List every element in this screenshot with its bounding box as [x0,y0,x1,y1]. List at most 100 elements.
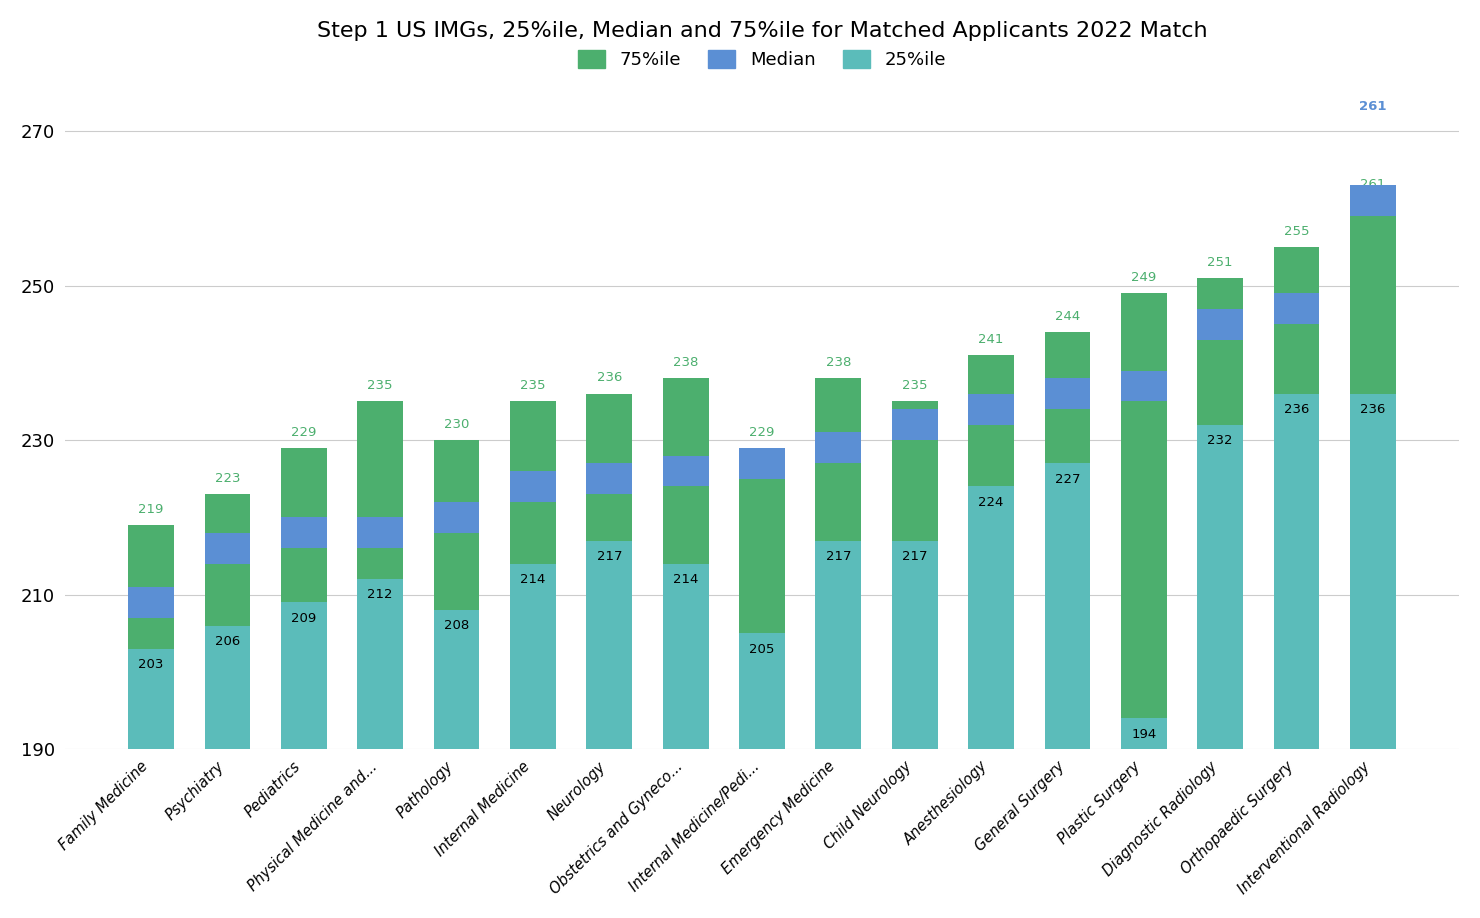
Text: 238: 238 [826,356,851,369]
Text: 225: 225 [595,472,623,486]
Bar [739,633,784,749]
Bar [968,394,1014,425]
Text: 212: 212 [367,588,392,601]
Bar [357,579,403,749]
Bar [1120,718,1166,749]
Bar [1274,247,1320,749]
Text: 219: 219 [139,503,164,516]
Bar [739,448,784,479]
Bar [892,541,938,749]
Bar [281,518,327,548]
Text: 247: 247 [1283,302,1310,315]
Text: 232: 232 [1208,434,1233,447]
Text: 236: 236 [596,372,622,385]
Bar [1350,200,1396,749]
Bar [968,355,1014,749]
Text: 244: 244 [1055,309,1080,322]
Text: 235: 235 [367,379,392,392]
Text: 229: 229 [749,426,774,439]
Bar [129,587,175,618]
Bar [1274,293,1320,324]
Bar [892,409,938,440]
Bar [511,564,556,749]
Text: 227: 227 [1055,473,1080,486]
Bar [281,602,327,749]
Bar [663,564,709,749]
Bar [434,610,480,749]
Text: 206: 206 [215,635,240,648]
Bar [1274,394,1320,749]
Text: 216: 216 [213,542,241,554]
Bar [1350,185,1396,216]
Text: 224: 224 [978,496,1003,509]
Text: 220: 220 [443,511,471,524]
Bar [1045,332,1091,749]
Bar [739,448,784,749]
Text: 223: 223 [215,472,240,485]
Text: 209: 209 [138,596,164,609]
Text: 245: 245 [1206,318,1234,330]
Bar [281,448,327,749]
Bar [815,541,861,749]
Text: 209: 209 [292,611,317,624]
Text: 218: 218 [367,526,394,540]
Bar [204,494,250,749]
Text: 205: 205 [749,643,774,655]
Text: 261: 261 [1359,194,1387,207]
Text: 238: 238 [673,356,699,369]
Bar [434,502,480,532]
Bar [1045,378,1091,409]
Text: 255: 255 [1283,225,1310,238]
Bar [511,401,556,749]
Text: 224: 224 [519,480,546,493]
Text: 217: 217 [826,550,851,563]
Bar [1197,308,1243,340]
Text: 214: 214 [519,573,546,586]
Text: 241: 241 [978,333,1003,346]
Legend: 75%ile, Median, 25%ile: 75%ile, Median, 25%ile [571,42,953,76]
Bar [204,532,250,564]
Bar [586,394,632,749]
Bar [815,378,861,749]
Bar [892,401,938,749]
Text: 217: 217 [596,550,622,563]
Bar [129,525,175,749]
Bar [129,649,175,749]
Text: 235: 235 [901,379,928,392]
Bar [1120,371,1166,401]
Text: 232: 232 [901,419,928,431]
Text: 251: 251 [1208,255,1233,269]
Text: 237: 237 [1131,379,1157,393]
Bar [1350,394,1396,749]
Text: 236: 236 [1360,403,1385,416]
Text: 235: 235 [519,379,546,392]
Bar [357,518,403,548]
Text: 194: 194 [1131,728,1156,741]
Bar [815,432,861,464]
Bar [357,401,403,749]
Text: 203: 203 [139,658,164,671]
Text: 229: 229 [292,426,317,439]
Text: 218: 218 [290,526,318,540]
Title: Step 1 US IMGs, 25%ile, Median and 75%ile for Matched Applicants 2022 Match: Step 1 US IMGs, 25%ile, Median and 75%il… [317,21,1208,40]
Bar [1120,293,1166,749]
Bar [434,440,480,749]
Bar [586,464,632,494]
Text: 214: 214 [673,573,699,586]
Bar [1045,464,1091,749]
Bar [204,625,250,749]
Text: 217: 217 [901,550,928,563]
Text: 226: 226 [672,465,700,477]
Text: 230: 230 [444,418,469,431]
Text: 227: 227 [749,457,776,470]
Bar [511,471,556,502]
Bar [663,378,709,749]
Bar [586,541,632,749]
Text: 234: 234 [977,403,1005,416]
Text: 261: 261 [1359,100,1387,113]
Bar [968,487,1014,749]
Text: 229: 229 [824,442,852,454]
Text: 208: 208 [444,620,469,633]
Text: 236: 236 [1054,387,1082,400]
Text: 261: 261 [1360,178,1385,191]
